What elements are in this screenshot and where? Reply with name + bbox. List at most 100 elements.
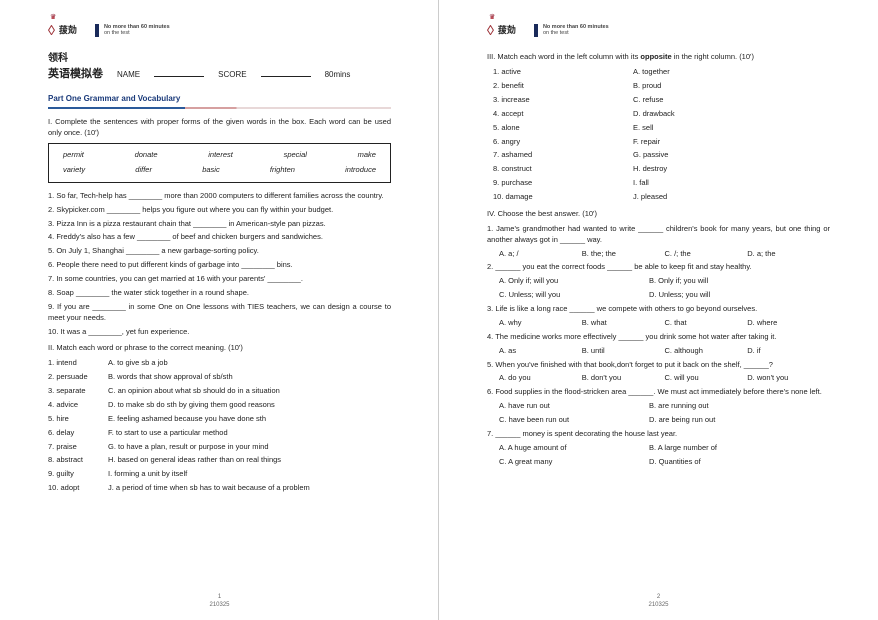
mcq-choices: A. asB. untilC. althoughD. if: [487, 346, 830, 357]
word-box: permit donate interest special make vari…: [48, 143, 391, 183]
word-row-2: variety differ basic frighten introduce: [59, 163, 380, 178]
s2-match: 1. intendA. to give sb a job2. persuadeB…: [48, 358, 391, 494]
logo: ◊ 菝勀: [48, 20, 77, 40]
match-term: 10. adopt: [48, 483, 108, 494]
s1-questions: 1. So far, Tech-help has ________ more t…: [48, 191, 391, 338]
mcq-question: 3. Life is like a long race ______ we co…: [487, 304, 830, 315]
mcq-choices: A. A huge amount ofB. A large number of: [487, 443, 830, 454]
s3-instructions: III. Match each word in the left column …: [487, 52, 830, 63]
choice: A. do you: [499, 373, 582, 384]
s3c: in the right column. (10'): [672, 52, 754, 61]
word-row-1: permit donate interest special make: [59, 148, 380, 163]
match-def: B. words that show approval of sb/sth: [108, 372, 391, 383]
word: special: [284, 150, 307, 161]
name-label: NAME: [117, 69, 140, 81]
choice: B. Only if; you will: [649, 276, 799, 287]
tagline: No more than 60 minutes on the test: [95, 24, 170, 37]
title-row: 英语模拟卷 NAME SCORE 80mins: [48, 67, 391, 83]
question: 2. Skypicker.com ________ helps you figu…: [48, 205, 391, 216]
word: interest: [208, 150, 233, 161]
choice: B. what: [582, 318, 665, 329]
section-bar: [48, 107, 391, 109]
match-term: 6. delay: [48, 428, 108, 439]
match-def: D. to make sb do sth by giving them good…: [108, 400, 391, 411]
choice: D. if: [747, 346, 830, 357]
opp-right: I. fall: [633, 178, 649, 189]
choice: B. are running out: [649, 401, 799, 412]
opposite-row: 8. constructH. destroy: [487, 164, 830, 175]
opp-left: 5. alone: [493, 123, 633, 134]
match-def: E. feeling ashamed because you have done…: [108, 414, 391, 425]
match-row: 8. abstractH. based on general ideas rat…: [48, 455, 391, 466]
opposite-row: 2. benefitB. proud: [487, 81, 830, 92]
part1-title: Part One Grammar and Vocabulary: [48, 93, 391, 105]
word: make: [358, 150, 376, 161]
s3b: opposite: [640, 52, 671, 61]
duration: 80mins: [325, 69, 351, 81]
question: 4. Freddy's also has a few ________ of b…: [48, 232, 391, 243]
opp-right: J. pleased: [633, 192, 667, 203]
logo-text: 菝勀: [498, 24, 516, 37]
mcq-question: 1. Jame's grandmother had wanted to writ…: [487, 224, 830, 246]
opp-right: G. passive: [633, 150, 668, 161]
opp-right: B. proud: [633, 81, 661, 92]
page-2: ◊ 菝勀 No more than 60 minutes on the test…: [439, 0, 878, 620]
s1-instructions: I. Complete the sentences with proper fo…: [48, 117, 391, 139]
mcq-question: 6. Food supplies in the flood-stricken a…: [487, 387, 830, 398]
match-term: 5. hire: [48, 414, 108, 425]
choice: B. don't you: [582, 373, 665, 384]
doc-code: 210325: [439, 601, 878, 610]
choice: D. Quantities of: [649, 457, 799, 468]
opp-left: 1. active: [493, 67, 633, 78]
opp-left: 9. purchase: [493, 178, 633, 189]
page-1: ◊ 菝勀 No more than 60 minutes on the test…: [0, 0, 439, 620]
choice: A. a; /: [499, 249, 582, 260]
tagline: No more than 60 minutes on the test: [534, 24, 609, 37]
choice: C. will you: [665, 373, 748, 384]
page-num: 2: [439, 593, 878, 602]
question: 8. Soap ________ the water stick togethe…: [48, 288, 391, 299]
choice: B. the; the: [582, 249, 665, 260]
opposite-row: 4. acceptD. drawback: [487, 109, 830, 120]
opp-right: A. together: [633, 67, 670, 78]
opp-left: 3. increase: [493, 95, 633, 106]
choice: A. as: [499, 346, 582, 357]
question: 7. In some countries, you can get marrie…: [48, 274, 391, 285]
match-def: A. to give sb a job: [108, 358, 391, 369]
match-row: 5. hireE. feeling ashamed because you ha…: [48, 414, 391, 425]
tagline-bottom: on the test: [104, 30, 170, 37]
choice: B. until: [582, 346, 665, 357]
match-term: 4. advice: [48, 400, 108, 411]
mcq-question: 5. When you've finished with that book,d…: [487, 360, 830, 371]
opp-left: 7. ashamed: [493, 150, 633, 161]
choice: B. A large number of: [649, 443, 799, 454]
word: variety: [63, 165, 85, 176]
opp-left: 4. accept: [493, 109, 633, 120]
match-term: 8. abstract: [48, 455, 108, 466]
subject-cn: 领科: [48, 52, 391, 67]
match-def: J. a period of time when sb has to wait …: [108, 483, 391, 494]
opposite-row: 5. aloneE. sell: [487, 123, 830, 134]
choice: C. A great many: [499, 457, 649, 468]
score-field[interactable]: [261, 69, 311, 77]
opp-left: 8. construct: [493, 164, 633, 175]
choice: D. a; the: [747, 249, 830, 260]
question: 1. So far, Tech-help has ________ more t…: [48, 191, 391, 202]
s4-instructions: IV. Choose the best answer. (10'): [487, 209, 830, 220]
mcq-choices: A. Only if; will youB. Only if; you will: [487, 276, 830, 287]
word: permit: [63, 150, 84, 161]
opp-right: E. sell: [633, 123, 653, 134]
word: donate: [135, 150, 158, 161]
choice: C. have been run out: [499, 415, 649, 426]
choice: C. /; the: [665, 249, 748, 260]
s2-instructions: II. Match each word or phrase to the cor…: [48, 343, 391, 354]
match-row: 10. adoptJ. a period of time when sb has…: [48, 483, 391, 494]
shield-icon: ◊: [48, 20, 55, 40]
question: 5. On July 1, Shanghai ________ a new ga…: [48, 246, 391, 257]
word: differ: [135, 165, 152, 176]
word: basic: [202, 165, 220, 176]
question: 6. People there need to put different ki…: [48, 260, 391, 271]
match-row: 7. praiseG. to have a plan, result or pu…: [48, 442, 391, 453]
name-field[interactable]: [154, 69, 204, 77]
match-row: 1. intendA. to give sb a job: [48, 358, 391, 369]
